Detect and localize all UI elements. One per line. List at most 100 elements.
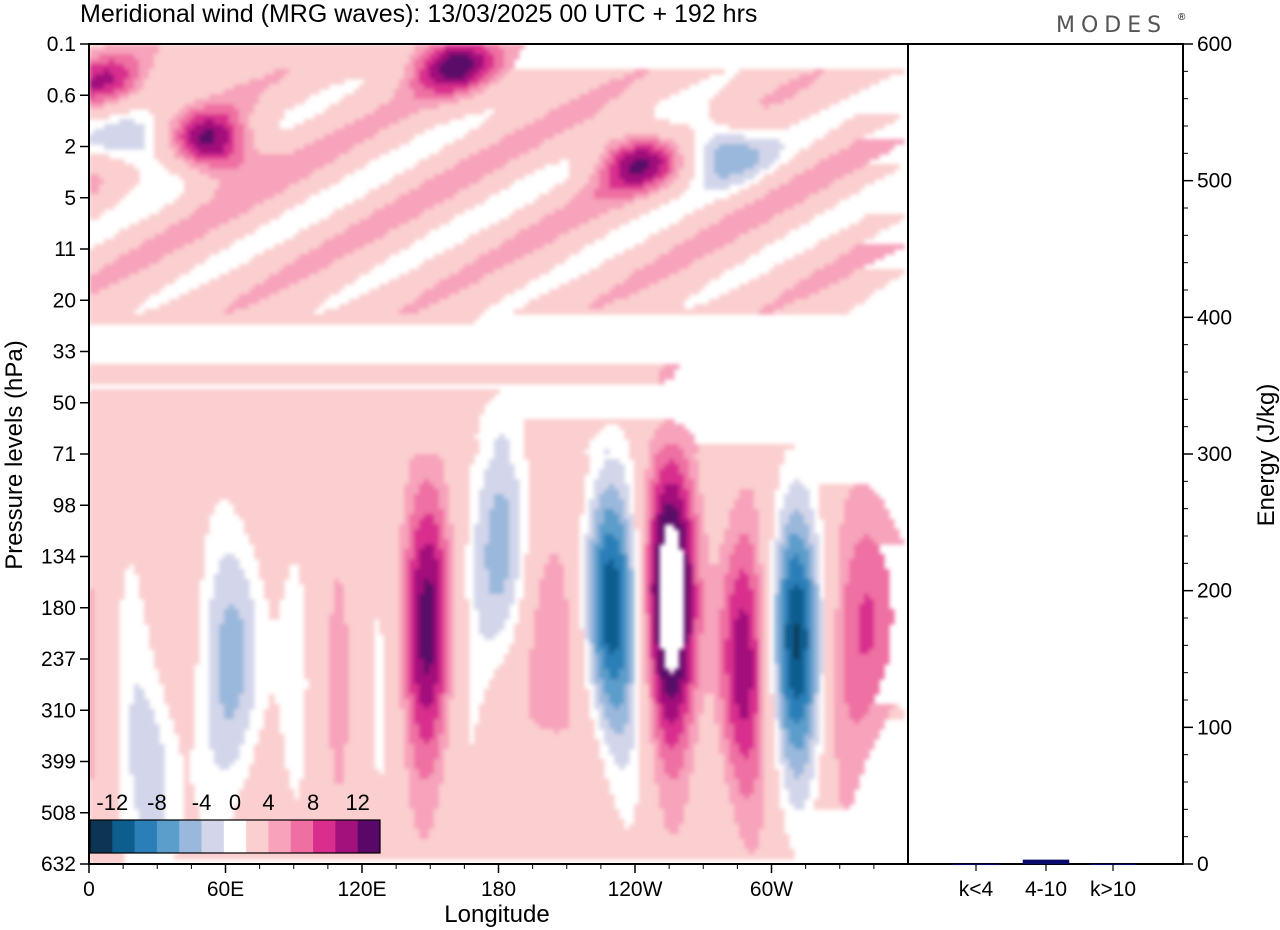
contour-cell: [714, 694, 720, 700]
contour-cell: [474, 574, 490, 580]
contour-cell: [844, 699, 875, 705]
contour-cell: [684, 729, 690, 735]
contour-cell: [439, 529, 445, 535]
contour-cell: [549, 559, 560, 565]
contour-cell: [654, 709, 660, 715]
contour-cell: [634, 499, 645, 505]
contour-cell: [779, 759, 790, 765]
contour-cell: [524, 444, 590, 450]
contour-cell: [94, 774, 120, 780]
contour-cell: [104, 264, 150, 270]
contour-cell: [869, 534, 900, 540]
contour-cell: [629, 539, 635, 545]
contour-cell: [89, 269, 100, 275]
contour-cell: [504, 239, 555, 245]
contour-cell: [299, 574, 400, 580]
contour-cell: [234, 604, 255, 610]
contour-cell: [444, 569, 450, 575]
contour-cell: [409, 544, 415, 550]
contour-cell: [424, 664, 430, 670]
contour-cell: [344, 759, 375, 765]
contour-cell: [119, 99, 195, 105]
contour-cell: [524, 419, 665, 425]
contour-cell: [304, 729, 330, 735]
contour-cell: [754, 629, 760, 635]
contour-cell: [764, 709, 775, 715]
contour-cell: [249, 79, 280, 85]
contour-cell: [849, 249, 895, 255]
contour-cell: [804, 519, 815, 525]
contour-cell: [649, 544, 655, 550]
contour-cell: [659, 804, 685, 810]
contour-cell: [654, 539, 660, 545]
contour-cell: [549, 189, 580, 195]
contour-cell: [684, 764, 695, 770]
contour-cell: [444, 639, 450, 645]
contour-cell: [94, 689, 120, 695]
contour-cell: [809, 574, 815, 580]
contour-cell: [774, 649, 780, 655]
contour-cell: [674, 159, 685, 165]
contour-cell: [204, 234, 245, 240]
contour-cell: [779, 164, 815, 170]
contour-cell: [654, 769, 665, 775]
contour-cell: [294, 259, 335, 265]
contour-cell: [759, 624, 765, 630]
contour-cell: [454, 654, 470, 660]
contour-cell: [689, 509, 695, 515]
contour-cell: [679, 824, 740, 830]
contour-cell: [694, 604, 700, 610]
contour-cell: [589, 604, 595, 610]
contour-cell: [804, 249, 850, 255]
contour-cell: [439, 569, 445, 575]
contour-cell: [619, 604, 625, 610]
contour-cell: [694, 749, 720, 755]
contour-cell: [759, 154, 780, 160]
contour-cell: [724, 589, 735, 595]
heatmap-panel: 0.10.62511203350719813418023731039950863…: [1, 33, 909, 928]
contour-cell: [399, 654, 405, 660]
contour-cell: [569, 679, 585, 685]
contour-cell: [649, 569, 655, 575]
contour-cell: [349, 149, 390, 155]
contour-cell: [244, 159, 335, 165]
contour-cell: [684, 574, 690, 580]
contour-cell: [329, 624, 350, 630]
contour-cell: [819, 489, 850, 495]
contour-cell: [779, 524, 785, 530]
contour-cell: [689, 784, 730, 790]
contour-cell: [449, 744, 600, 750]
contour-cell: [144, 84, 235, 90]
contour-cell: [799, 654, 805, 660]
contour-cell: [779, 709, 785, 715]
contour-cell: [784, 754, 810, 760]
contour-cell: [289, 184, 330, 190]
contour-cell: [444, 514, 450, 520]
contour-cell: [789, 659, 805, 665]
contour-cell: [614, 729, 625, 735]
contour-cell: [89, 659, 95, 665]
contour-cell: [399, 619, 405, 625]
contour-cell: [589, 634, 595, 640]
contour-cell: [859, 719, 885, 725]
contour-cell: [774, 654, 780, 660]
contour-cell: [444, 694, 455, 700]
contour-cell: [234, 814, 415, 820]
contour-cell: [859, 629, 875, 635]
contour-cell: [689, 514, 700, 520]
contour-cell: [724, 649, 735, 655]
contour-cell: [734, 734, 755, 740]
contour-cell: [349, 729, 375, 735]
contour-cell: [864, 599, 875, 605]
contour-cell: [379, 104, 440, 110]
contour-cell: [529, 224, 580, 230]
contour-cell: [724, 639, 735, 645]
contour-cell: [304, 764, 335, 770]
contour-cell: [139, 269, 190, 275]
contour-cell: [609, 669, 620, 675]
contour-cell: [759, 509, 775, 515]
contour-cell: [109, 284, 165, 290]
contour-cell: [599, 654, 605, 660]
contour-cell: [444, 664, 450, 670]
contour-cell: [324, 134, 375, 140]
